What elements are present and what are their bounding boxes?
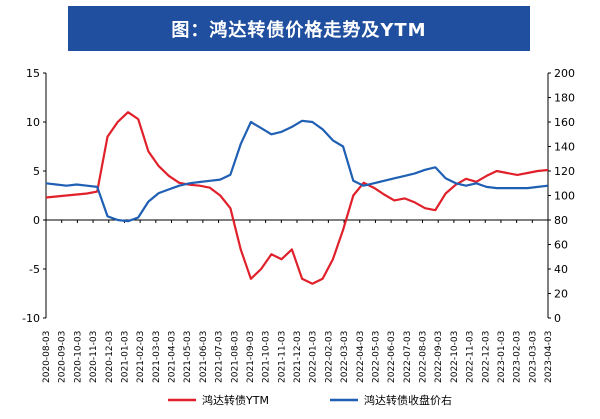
x-tick-label: 2021-03-03 [152, 331, 162, 383]
left-tick-label: -5 [29, 263, 40, 276]
x-tick-label: 2021-01-03 [120, 331, 130, 383]
x-tick-label: 2020-12-03 [105, 331, 115, 383]
x-tick-label: 2022-08-03 [419, 331, 429, 383]
x-tick-label: 2022-03-03 [340, 331, 350, 383]
x-tick-label: 2020-08-03 [42, 331, 52, 383]
x-tick-label: 2023-04-03 [544, 331, 554, 383]
x-tick-label: 2021-11-03 [277, 331, 287, 383]
x-tick-label: 2022-05-03 [371, 331, 381, 383]
series-layer [45, 111, 549, 285]
right-tick-label: 100 [554, 190, 575, 203]
x-tick-label: 2021-12-03 [293, 331, 303, 383]
x-tick-label: 2021-09-03 [246, 331, 256, 383]
x-tick-label: 2022-12-03 [481, 331, 491, 383]
x-tick-label: 2022-11-03 [466, 331, 476, 383]
legend: 鸿达转债YTM 鸿达转债收盘价右 [168, 393, 452, 407]
x-tick-label: 2021-07-03 [215, 331, 225, 383]
legend-label: 鸿达转债收盘价右 [364, 393, 452, 407]
left-tick-label: 10 [26, 116, 40, 129]
right-tick-label: 80 [554, 214, 568, 227]
left-tick-label: -10 [22, 312, 40, 325]
right-tick-label: 20 [554, 288, 568, 301]
x-tick-label: 2022-01-03 [309, 331, 319, 383]
right-tick-label: 140 [554, 141, 575, 154]
right-tick-label: 0 [554, 312, 561, 325]
x-tick-label: 2021-04-03 [168, 331, 178, 383]
x-tick-label: 2021-06-03 [199, 331, 209, 383]
right-tick-label: 160 [554, 116, 575, 129]
x-tick-label: 2022-07-03 [403, 331, 413, 383]
chart-title: 图：鸿达转债价格走势及YTM [171, 19, 427, 41]
x-tick-label: 2022-10-03 [450, 331, 460, 383]
left-tick-label: 5 [33, 165, 40, 178]
axes: 151050-5-1020018016014012010080604020020… [22, 67, 575, 383]
right-tick-label: 200 [554, 67, 575, 80]
left-tick-label: 0 [33, 214, 40, 227]
x-tick-label: 2020-09-03 [58, 331, 68, 383]
chart-title-banner: 图：鸿达转债价格走势及YTM [68, 6, 530, 51]
x-tick-label: 2021-08-03 [230, 331, 240, 383]
right-tick-label: 60 [554, 239, 568, 252]
x-tick-label: 2023-01-03 [497, 331, 507, 383]
x-tick-label: 2022-04-03 [356, 331, 366, 383]
x-tick-label: 2021-02-03 [136, 331, 146, 383]
x-tick-label: 2020-10-03 [73, 331, 83, 383]
x-tick-label: 2022-09-03 [434, 331, 444, 383]
x-tick-label: 2022-06-03 [387, 331, 397, 383]
x-tick-label: 2020-11-03 [89, 331, 99, 383]
ytm-series-line [45, 111, 549, 285]
x-tick-label: 2023-02-03 [513, 331, 523, 383]
right-tick-label: 40 [554, 263, 568, 276]
legend-label: 鸿达转债YTM [202, 393, 269, 407]
price-series-line [45, 119, 549, 223]
x-tick-label: 2022-02-03 [324, 331, 334, 383]
x-tick-label: 2023-03-03 [528, 331, 538, 383]
right-tick-label: 180 [554, 92, 575, 105]
left-tick-label: 15 [26, 67, 40, 80]
right-tick-label: 120 [554, 165, 575, 178]
x-tick-label: 2021-10-03 [262, 331, 272, 383]
x-tick-label: 2021-05-03 [183, 331, 193, 383]
